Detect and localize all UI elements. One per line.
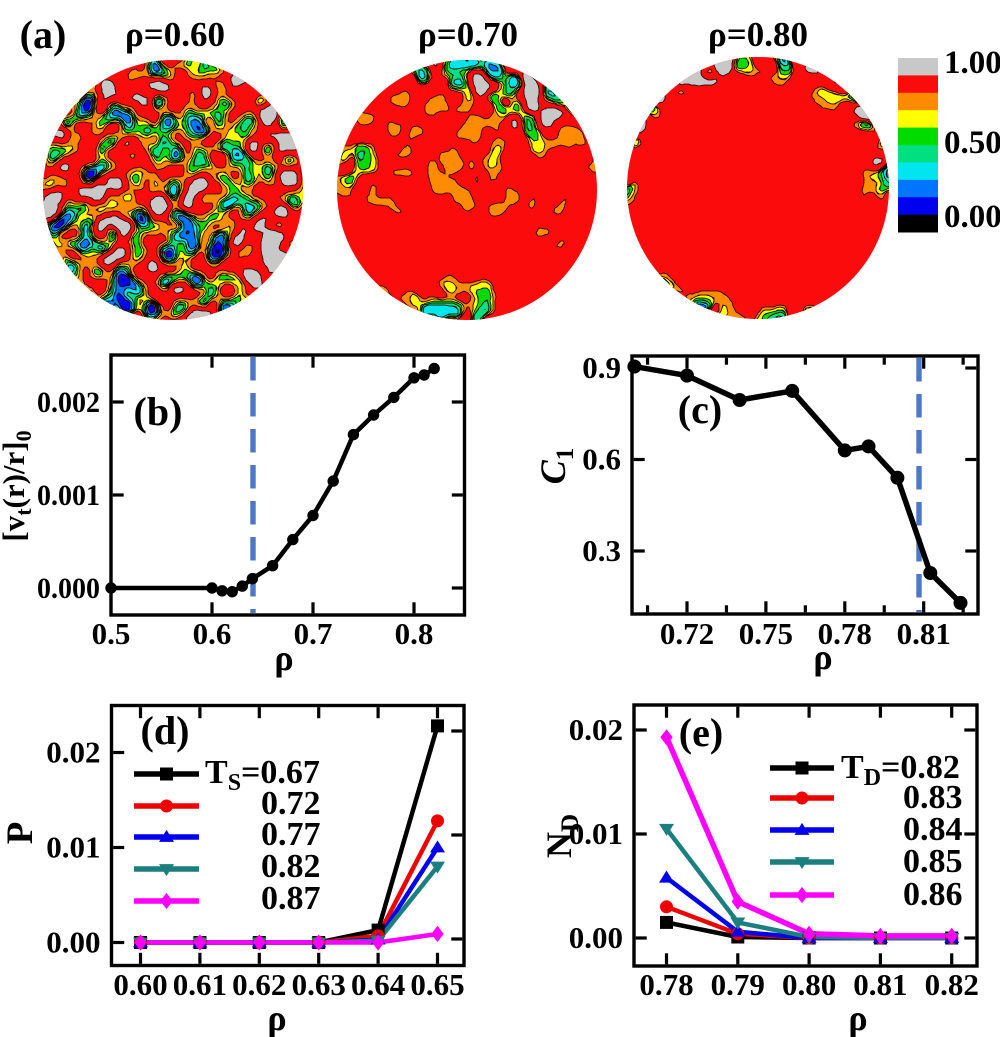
svg-text:0.84: 0.84	[903, 811, 963, 848]
svg-text:C1: C1	[533, 448, 579, 485]
svg-text:0.79: 0.79	[711, 967, 765, 1002]
svg-text:ρ: ρ	[267, 998, 286, 1037]
svg-text:0.78: 0.78	[818, 616, 872, 651]
svg-text:P: P	[0, 822, 41, 845]
svg-text:0.000: 0.000	[37, 572, 100, 605]
svg-text:0.72: 0.72	[261, 785, 321, 822]
svg-text:ρ=0.80: ρ=0.80	[708, 15, 808, 54]
svg-text:0.7: 0.7	[294, 616, 333, 651]
svg-text:0.002: 0.002	[37, 386, 100, 419]
svg-text:0.6: 0.6	[193, 616, 232, 651]
svg-text:0.02: 0.02	[569, 712, 623, 747]
svg-text:[vt(r)/r]0: [vt(r)/r]0	[0, 430, 36, 541]
svg-text:ρ: ρ	[848, 998, 867, 1037]
svg-text:0.61: 0.61	[173, 967, 227, 1002]
svg-text:0.001: 0.001	[37, 479, 100, 512]
svg-text:0.02: 0.02	[46, 735, 100, 770]
svg-text:(d): (d)	[141, 708, 190, 753]
svg-text:ρ: ρ	[813, 637, 832, 677]
svg-text:0.82: 0.82	[261, 848, 321, 885]
svg-text:0.81: 0.81	[853, 967, 907, 1002]
svg-text:ρ: ρ	[274, 638, 293, 678]
svg-text:ρ=0.70: ρ=0.70	[418, 15, 518, 54]
svg-text:0.85: 0.85	[903, 843, 963, 880]
svg-text:0.62: 0.62	[232, 967, 286, 1002]
svg-text:0.9: 0.9	[582, 350, 621, 385]
svg-text:0.80: 0.80	[782, 967, 836, 1002]
svg-text:0.83: 0.83	[903, 779, 963, 816]
svg-text:0.86: 0.86	[903, 876, 963, 913]
svg-text:0.00: 0.00	[46, 925, 100, 960]
svg-text:0.00: 0.00	[569, 920, 623, 955]
svg-text:0.50: 0.50	[944, 125, 1000, 161]
svg-text:0.77: 0.77	[261, 816, 321, 853]
svg-text:0.01: 0.01	[46, 830, 100, 865]
svg-text:0.65: 0.65	[410, 967, 464, 1002]
svg-text:0.63: 0.63	[292, 967, 346, 1002]
svg-text:1.00: 1.00	[944, 45, 1000, 81]
svg-text:0.5: 0.5	[92, 616, 131, 651]
svg-text:0.6: 0.6	[582, 442, 621, 477]
svg-text:0.75: 0.75	[739, 616, 793, 651]
svg-text:ND: ND	[539, 814, 584, 858]
svg-text:0.8: 0.8	[395, 616, 434, 651]
svg-text:0.72: 0.72	[660, 616, 714, 651]
svg-text:0.87: 0.87	[261, 880, 321, 917]
svg-text:TS=0.67: TS=0.67	[205, 754, 320, 796]
svg-text:TD=0.82: TD=0.82	[841, 749, 960, 791]
svg-text:0.01: 0.01	[569, 816, 623, 851]
svg-text:ρ=0.60: ρ=0.60	[125, 15, 225, 54]
svg-text:(c): (c)	[678, 387, 722, 432]
svg-text:(a): (a)	[20, 12, 67, 57]
svg-text:0.3: 0.3	[582, 533, 621, 568]
svg-text:0.00: 0.00	[944, 199, 1000, 235]
svg-text:0.64: 0.64	[351, 967, 405, 1002]
svg-text:0.60: 0.60	[113, 967, 167, 1002]
svg-text:(b): (b)	[134, 389, 183, 434]
svg-text:0.81: 0.81	[897, 616, 951, 651]
svg-text:(e): (e)	[679, 710, 723, 755]
svg-text:0.78: 0.78	[639, 967, 693, 1002]
svg-text:0.82: 0.82	[925, 967, 979, 1002]
